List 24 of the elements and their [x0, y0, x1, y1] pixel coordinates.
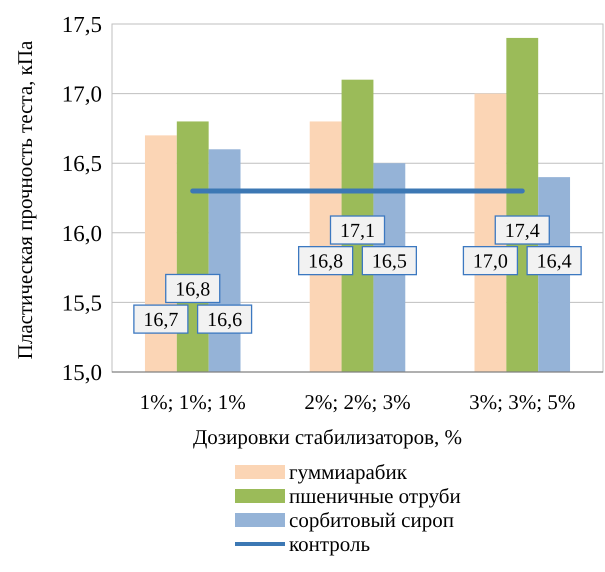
x-tick-label: 3%; 3%; 5% [469, 390, 576, 414]
data-label: 16,8 [175, 278, 210, 300]
data-label: 16,8 [308, 250, 344, 273]
data-label: 16,6 [207, 309, 242, 332]
legend-label: контроль [289, 532, 370, 556]
data-label: 16,7 [143, 309, 178, 332]
x-tick-label: 2%; 2%; 3% [304, 390, 411, 414]
y-tick-label: 16,0 [62, 220, 102, 246]
y-tick-label: 15,5 [62, 290, 102, 316]
legend-label: сорбитовый сироп [289, 508, 454, 532]
data-label: 17,1 [340, 220, 375, 242]
data-label: 16,5 [372, 250, 407, 273]
x-tick-label: 1%; 1%; 1% [140, 390, 246, 414]
y-tick-label: 17,0 [62, 82, 102, 107]
y-axis-title: Пластическая прочность теста, кПа [13, 40, 37, 360]
y-tick-label: 16,5 [62, 151, 102, 176]
legend-label: гуммиарабик [289, 460, 408, 484]
y-tick-label: 17,5 [62, 12, 102, 37]
data-label: 17,4 [504, 220, 540, 242]
x-axis-title: Дозировки стабилизаторов, % [192, 425, 462, 449]
data-label: 16,4 [536, 250, 572, 273]
data-label: 17,0 [472, 250, 508, 273]
y-tick-label: 15,0 [62, 360, 102, 385]
legend-label: пшеничные отруби [289, 484, 461, 508]
